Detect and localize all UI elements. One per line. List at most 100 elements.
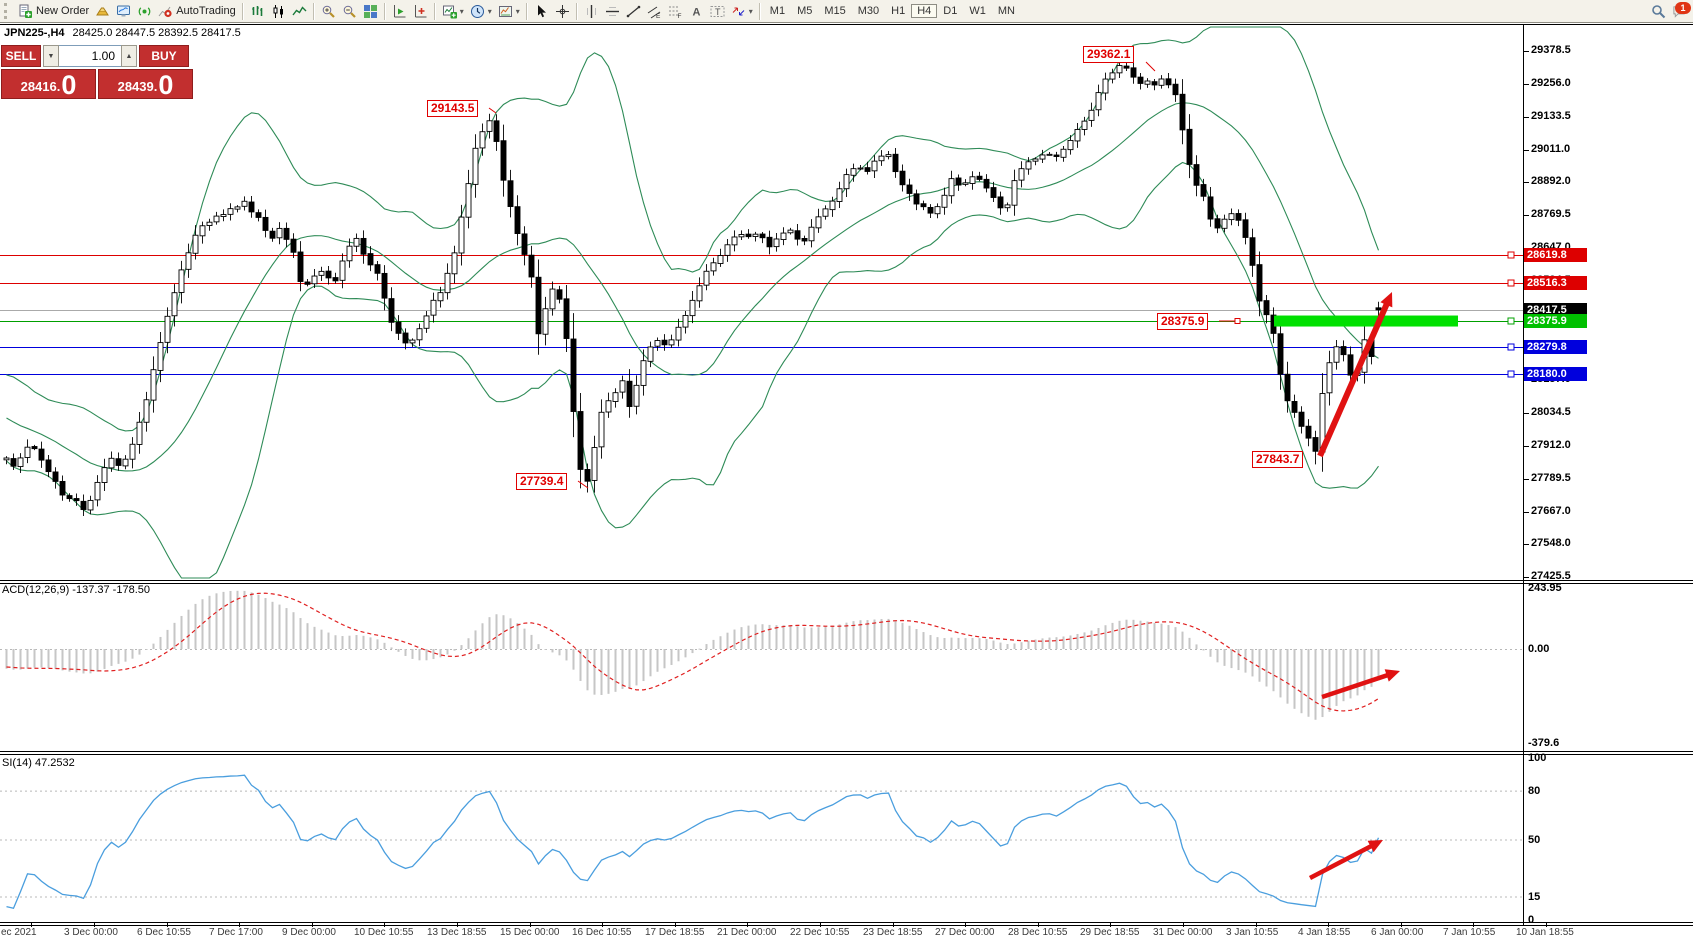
bar-chart-icon-icon [250,4,265,19]
sell-button[interactable]: SELL [1,45,41,67]
time-axis-label: 7 Jan 10:55 [1443,927,1496,938]
time-axis-label: 21 Dec 00:00 [717,927,777,938]
line-chart-icon[interactable] [289,1,310,21]
ask-price[interactable]: 28439. 0 [98,69,193,99]
autotrading-button[interactable]: AutoTrading [155,1,239,21]
line-handle[interactable] [1507,279,1515,287]
price-tick-label: 27548.0 [1531,537,1571,549]
price-line-label: 28619.8 [1524,248,1587,262]
tile-windows-icon-icon [363,4,378,19]
timeframe-m5[interactable]: M5 [797,5,813,17]
arrows-tool[interactable]: ▾ [728,1,756,21]
price-tick-label: 27912.0 [1531,438,1571,451]
search-icon[interactable] [1648,1,1669,21]
equidistant-channel-tool[interactable]: E [644,1,665,21]
volume-input[interactable]: 1.00 [59,45,121,67]
toolbar-separator [241,2,244,20]
price-callout[interactable]: 29362.1 [1083,46,1135,63]
cursor-icon [534,4,549,19]
crosshair-tool[interactable] [552,1,573,21]
highlight-bar[interactable] [1274,315,1458,327]
print-icon[interactable] [92,1,113,21]
price-callout[interactable]: 28375.9 [1157,313,1209,330]
bar-chart-icon[interactable] [247,1,268,21]
price-tick-label: 28892.0 [1531,175,1571,188]
price-tick-label: 29256.0 [1531,76,1571,89]
rsi-indicator-label: SI(14) 47.2532 [2,757,75,769]
fibonacci-tool[interactable]: F [665,1,686,21]
template-icon [498,4,513,19]
price-callout[interactable]: 27739.4 [516,473,568,490]
timeframe-h4[interactable]: H4 [911,4,938,18]
rsi-layer [0,774,1523,910]
timeframe-mn[interactable]: MN [997,5,1015,17]
text-label-tool[interactable]: T [707,1,728,21]
price-line-label: 28417.5 [1524,303,1587,317]
new-chart-button[interactable]: ▾ [439,1,467,21]
cursor-tool[interactable] [531,1,552,21]
price-callout[interactable]: 27843.7 [1252,451,1304,468]
vertical-line-tool[interactable] [581,1,602,21]
data-window-icon[interactable] [389,1,410,21]
new-order-button[interactable]: New Order [15,1,92,21]
signals-icon-icon [137,4,152,19]
price-callout[interactable]: 29143.5 [427,100,479,117]
trend-arrow[interactable] [1317,292,1393,458]
line-handle[interactable] [1507,251,1515,259]
volume-decrease-button[interactable]: ▼ [43,45,59,67]
new-order-icon [18,4,33,19]
zoom-out-icon[interactable] [339,1,360,21]
data-window-icon-icon [392,4,407,19]
symbol-period: JPN225-,H4 [4,27,65,39]
template-button[interactable]: ▾ [495,1,523,21]
time-axis-label: ec 2021 [1,927,37,938]
macd-scale-label: 0.00 [1528,643,1550,655]
time-axis-label: 28 Dec 10:55 [1008,927,1068,938]
time-axis-label: 17 Dec 18:55 [645,927,705,938]
signals-icon[interactable] [134,1,155,21]
toolbar-separator [575,2,578,20]
toolbar-separator [312,2,315,20]
time-axis-label: 4 Jan 18:55 [1298,927,1351,938]
terminal-icon[interactable] [113,1,134,21]
price-line-label: 28375.9 [1524,314,1587,328]
line-handle[interactable] [1507,343,1515,351]
trendline-icon [626,4,641,19]
line-handle[interactable] [1507,317,1515,325]
zoom-in-icon-icon [321,4,336,19]
trend-arrow[interactable] [1308,840,1383,880]
tile-windows-icon[interactable] [360,1,381,21]
timeframe-m1[interactable]: M1 [769,5,786,17]
timeframe-h1[interactable]: H1 [891,5,906,17]
timeframe-m30[interactable]: M30 [857,5,880,17]
candlestick-chart-icon[interactable] [268,1,289,21]
timeframe-d1[interactable]: D1 [943,5,958,17]
trend-arrow[interactable] [1321,669,1400,700]
svg-text:E: E [656,13,661,19]
buy-button[interactable]: BUY [139,45,189,67]
profile-icon[interactable] [410,1,431,21]
text-tool[interactable]: A [686,1,707,21]
timeframe-w1[interactable]: W1 [969,5,986,17]
timeframe-m15[interactable]: M15 [824,5,846,17]
chevron-down-icon: ▾ [748,6,753,16]
bid-price[interactable]: 28416. 0 [1,69,96,99]
time-axis-label: 9 Dec 00:00 [282,927,336,938]
arrows-icon [731,4,746,19]
line-chart-icon-icon [292,4,307,19]
trendline-tool[interactable] [623,1,644,21]
period-button[interactable]: ▾ [467,1,495,21]
toolbar: New Order AutoTrading ▾ ▾ ▾ E F A T ▾ M1 M5 M15 M30 H1… [0,0,1693,23]
price-tick-label: 27667.0 [1531,504,1571,517]
volume-increase-button[interactable]: ▲ [121,45,137,67]
text-label-icon: T [710,4,725,19]
macd-scale-label: 243.95 [1528,582,1562,595]
notifications-icon[interactable]: 1 [1669,1,1691,21]
price-tick-label: 29133.5 [1531,109,1571,122]
candlestick-chart-icon-icon [271,4,286,19]
annotations[interactable] [488,61,1241,489]
price-lines[interactable] [0,251,1523,378]
horizontal-line-tool[interactable] [602,1,623,21]
zoom-in-icon[interactable] [318,1,339,21]
line-handle[interactable] [1507,370,1515,378]
